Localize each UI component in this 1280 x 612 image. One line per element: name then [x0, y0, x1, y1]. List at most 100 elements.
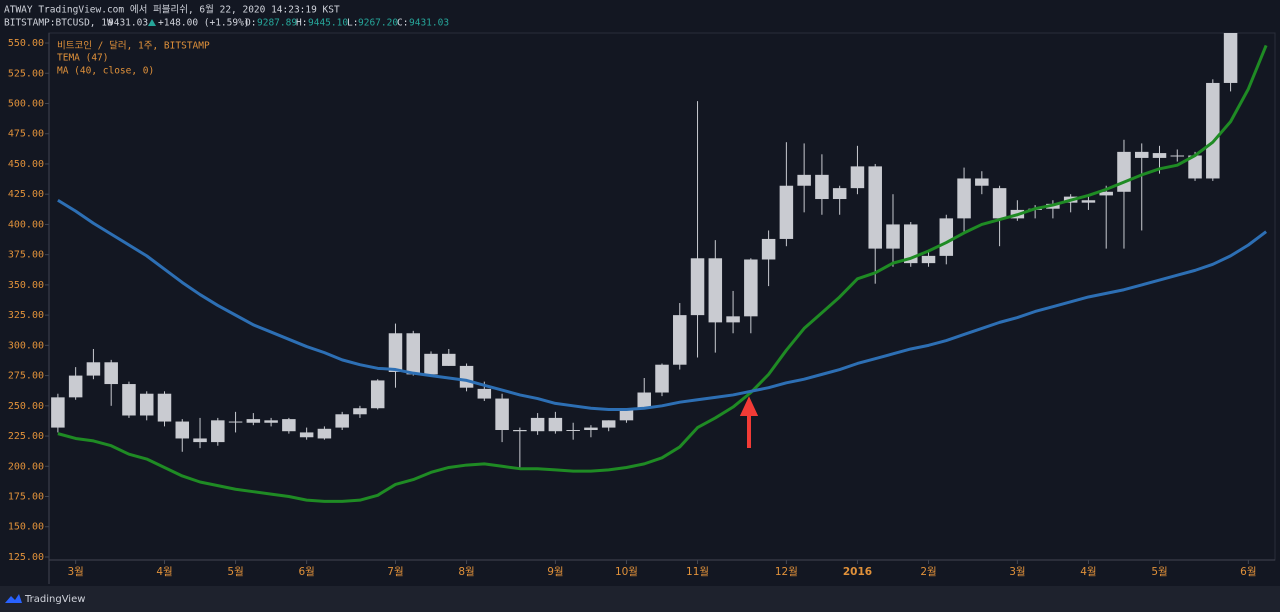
footer-bar: [0, 586, 1280, 612]
open-label: O:: [245, 18, 256, 29]
candle-body: [815, 174, 829, 200]
x-tick-label: 7월: [387, 566, 403, 578]
candle-body: [761, 238, 776, 260]
candle-body: [530, 417, 545, 432]
x-tick-label: 6월: [1240, 566, 1256, 578]
candle-body: [992, 188, 1007, 219]
open-value: 9287.89: [257, 18, 297, 29]
candle-body: [459, 365, 474, 388]
candle-body: [388, 333, 403, 372]
candle-body: [1206, 82, 1220, 179]
candle-body: [744, 259, 758, 317]
x-tick-label: 4월: [156, 566, 172, 578]
x-tick-label: 2월: [920, 566, 936, 578]
publish-info: ATWAY TradingView.com 에서 퍼블리쉬, 6월 22, 20…: [4, 4, 340, 16]
annotation-arrow: [739, 396, 759, 448]
candle-body: [175, 421, 190, 439]
y-tick-label: 225.00: [8, 431, 44, 442]
y-tick-label: 350.00: [8, 280, 44, 291]
candle-body: [282, 419, 296, 432]
candle-body: [708, 258, 723, 323]
y-tick-label: 475.00: [8, 129, 44, 140]
legend-entry: TEMA (47): [57, 53, 108, 64]
y-tick-label: 250.00: [8, 401, 44, 412]
candle-body: [406, 333, 420, 375]
candle-body: [1223, 33, 1238, 83]
footer-logo: [5, 594, 22, 603]
price: 9431.03: [108, 18, 148, 29]
y-tick-label: 550.00: [8, 38, 44, 49]
x-tick-label: 4월: [1080, 566, 1096, 578]
x-tick-label: 10월: [615, 566, 638, 578]
candle-body: [1134, 151, 1149, 158]
x-tick-label: 8월: [458, 566, 474, 578]
indicator-line: [57, 44, 1268, 503]
candle-body: [424, 353, 438, 375]
x-tick-label: 11월: [686, 566, 709, 578]
x-tick-label: 5월: [227, 566, 243, 578]
candle-body: [939, 218, 954, 256]
candle-body: [211, 420, 225, 443]
candle-body: [850, 166, 865, 189]
y-tick-label: 200.00: [8, 461, 44, 472]
candle-body: [1099, 191, 1113, 196]
candle-body: [513, 430, 527, 432]
y-tick-label: 175.00: [8, 492, 44, 503]
candle-body: [832, 188, 847, 200]
plot-area: [51, 33, 1268, 503]
y-tick-label: 375.00: [8, 250, 44, 261]
low-value: 9267.20: [358, 18, 398, 29]
y-tick-label: 275.00: [8, 371, 44, 382]
candle-body: [690, 258, 705, 316]
y-tick-label: 300.00: [8, 340, 44, 351]
x-tick-label: 9월: [547, 566, 563, 578]
candle-body: [975, 178, 989, 186]
candle-body: [779, 185, 794, 239]
candle-body: [886, 224, 900, 249]
candle-body: [264, 420, 278, 423]
candle-body: [584, 427, 598, 431]
candle-body: [1170, 155, 1185, 157]
y-tick-label: 125.00: [8, 552, 44, 563]
x-tick-label: 3월: [1009, 566, 1025, 578]
candle-body: [868, 166, 882, 249]
candle-body: [86, 362, 101, 376]
candle-body: [637, 392, 651, 409]
y-tick-label: 150.00: [8, 522, 44, 533]
candle-body: [246, 419, 261, 423]
candle-body: [1152, 153, 1167, 158]
symbol: BITSTAMP:BTCUSD, 1W: [4, 18, 113, 29]
candle-body: [68, 375, 83, 398]
candle-body: [1117, 151, 1131, 192]
candle-body: [51, 397, 65, 428]
y-tick-label: 525.00: [8, 68, 44, 79]
candle-body: [228, 421, 243, 423]
candle-body: [619, 408, 634, 421]
high-label: H:: [296, 18, 307, 29]
candle-body: [370, 380, 385, 409]
y-tick-label: 450.00: [8, 159, 44, 170]
x-tick-label: 2016: [843, 566, 872, 578]
y-tick-label: 400.00: [8, 219, 44, 230]
candle-body: [601, 420, 616, 428]
candle-body: [442, 353, 456, 366]
candle-body: [104, 362, 118, 385]
close-value: 9431.03: [409, 18, 449, 29]
candle-body: [1081, 200, 1096, 203]
up-triangle: [148, 19, 156, 26]
candle-body: [673, 315, 687, 365]
legend-entry: 비트코인 / 달러, 1주, BITSTAMP: [57, 40, 210, 52]
change: +148.00 (+1.59%): [158, 18, 250, 29]
y-tick-label: 500.00: [8, 99, 44, 110]
candle-body: [566, 430, 580, 432]
candle-body: [921, 255, 936, 264]
x-tick-label: 6월: [298, 566, 314, 578]
indicator-line: [57, 198, 1268, 411]
candle-body: [797, 174, 811, 186]
candle-body: [299, 432, 314, 438]
candle-body: [353, 408, 367, 415]
x-tick-label: 12월: [775, 566, 798, 578]
candle-body: [548, 417, 563, 432]
